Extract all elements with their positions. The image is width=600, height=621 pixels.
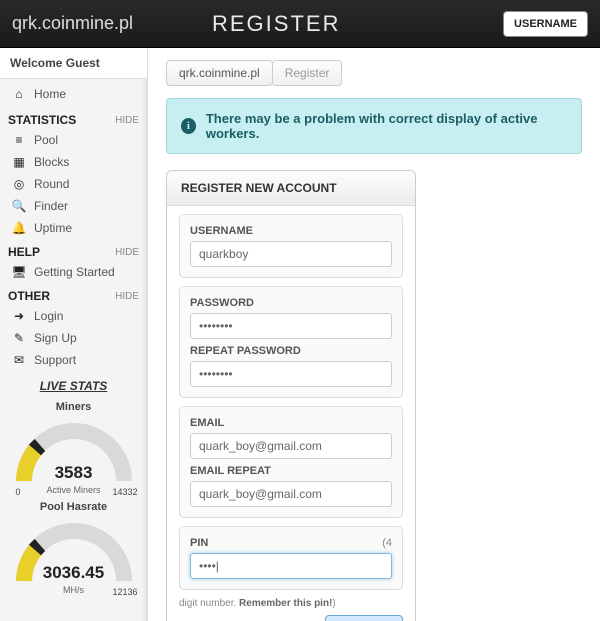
sidebar-item-support[interactable]: ✉ Support (0, 349, 147, 371)
live-stats-heading: LIVE STATS (0, 371, 147, 397)
field-label: EMAIL REPEAT (190, 465, 392, 477)
page-heading: REGISTER (212, 11, 503, 37)
hide-toggle[interactable]: HIDE (115, 115, 139, 126)
section-help[interactable]: HELP HIDE (0, 239, 147, 261)
hint-pre: digit number. (179, 598, 239, 609)
email-repeat-input[interactable] (190, 481, 392, 507)
sidebar-item-label: Support (34, 353, 76, 367)
field-label: USERNAME (190, 225, 392, 237)
field-label: EMAIL (190, 417, 392, 429)
list-icon: ≡ (12, 133, 26, 147)
gauge-hashrate-title: Pool Hasrate (0, 497, 147, 515)
field-label: REPEAT PASSWORD (190, 345, 392, 357)
register-button[interactable]: Register (325, 615, 403, 621)
pin-side: (4 (382, 537, 392, 549)
sidebar: Welcome Guest ⌂ Home STATISTICS HIDE ≡ Po… (0, 48, 148, 621)
target-icon: ◎ (12, 177, 26, 191)
email-input[interactable] (190, 433, 392, 459)
bell-icon: 🔔 (12, 221, 26, 235)
register-card: REGISTER NEW ACCOUNT USERNAME PASSWORD R… (166, 170, 416, 621)
sidebar-item-home[interactable]: ⌂ Home (0, 79, 147, 107)
sidebar-item-label: Blocks (34, 155, 69, 169)
gauge-hashrate: 3036.45 MH/s 12136 (10, 517, 138, 591)
field-label: PASSWORD (190, 297, 392, 309)
gauge-value: 3036.45 (10, 563, 138, 583)
welcome-text: Welcome Guest (0, 48, 147, 79)
username-button[interactable]: USERNAME (503, 11, 588, 37)
breadcrumb-current: Register (272, 60, 343, 86)
field-group-pin: PIN (4 (179, 526, 403, 590)
monitor-icon: 🖥 (12, 265, 26, 279)
app-header: qrk.coinmine.pl REGISTER USERNAME (0, 0, 600, 48)
hint-post: ) (332, 598, 335, 609)
sidebar-item-uptime[interactable]: 🔔 Uptime (0, 217, 147, 239)
hide-toggle[interactable]: HIDE (115, 247, 139, 258)
gauge-hi: 12136 (112, 587, 137, 597)
sidebar-item-signup[interactable]: ✎ Sign Up (0, 327, 147, 349)
sidebar-item-label: Sign Up (34, 331, 77, 345)
sidebar-item-pool[interactable]: ≡ Pool (0, 129, 147, 151)
card-title: REGISTER NEW ACCOUNT (167, 171, 415, 206)
home-icon: ⌂ (12, 87, 26, 101)
sidebar-item-label: Round (34, 177, 69, 191)
section-statistics[interactable]: STATISTICS HIDE (0, 107, 147, 129)
field-group-username: USERNAME (179, 214, 403, 278)
gauge-value: 3583 (10, 463, 138, 483)
gauge-miners-title: Miners (0, 397, 147, 415)
gauge-miners: 3583 Active Miners 0 14332 (10, 417, 138, 491)
breadcrumb-root[interactable]: qrk.coinmine.pl (166, 60, 273, 86)
sidebar-item-blocks[interactable]: ▦ Blocks (0, 151, 147, 173)
section-title: OTHER (8, 289, 50, 303)
sidebar-item-finder[interactable]: 🔍 Finder (0, 195, 147, 217)
login-icon: ➜ (12, 309, 26, 323)
hide-toggle[interactable]: HIDE (115, 291, 139, 302)
mail-icon: ✉ (12, 353, 26, 367)
sidebar-item-getting-started[interactable]: 🖥 Getting Started (0, 261, 147, 283)
field-label: PIN (4 (190, 537, 392, 549)
username-input[interactable] (190, 241, 392, 267)
site-title: qrk.coinmine.pl (12, 13, 212, 34)
search-icon: 🔍 (12, 199, 26, 213)
field-group-email: EMAIL EMAIL REPEAT (179, 406, 403, 518)
pin-input[interactable] (190, 553, 392, 579)
pin-label: PIN (190, 537, 208, 549)
info-icon: i (181, 118, 196, 134)
field-group-password: PASSWORD REPEAT PASSWORD (179, 286, 403, 398)
sidebar-item-round[interactable]: ◎ Round (0, 173, 147, 195)
breadcrumb: qrk.coinmine.pl Register (166, 60, 582, 86)
info-banner: i There may be a problem with correct di… (166, 98, 582, 154)
sidebar-item-label: Pool (34, 133, 58, 147)
sidebar-item-label: Finder (34, 199, 68, 213)
repeat-password-input[interactable] (190, 361, 392, 387)
banner-text: There may be a problem with correct disp… (206, 111, 567, 141)
pin-hint: digit number. Remember this pin!) (179, 598, 403, 609)
section-title: HELP (8, 245, 40, 259)
sidebar-item-login[interactable]: ➜ Login (0, 305, 147, 327)
sidebar-item-label: Getting Started (34, 265, 115, 279)
sidebar-item-label: Home (34, 87, 66, 101)
sidebar-item-label: Uptime (34, 221, 72, 235)
main-content: qrk.coinmine.pl Register i There may be … (148, 48, 600, 621)
pencil-icon: ✎ (12, 331, 26, 345)
password-input[interactable] (190, 313, 392, 339)
section-other[interactable]: OTHER HIDE (0, 283, 147, 305)
gauge-lo: 0 (16, 487, 21, 497)
sidebar-item-label: Login (34, 309, 63, 323)
section-title: STATISTICS (8, 113, 76, 127)
grid-icon: ▦ (12, 155, 26, 169)
hint-bold: Remember this pin! (239, 598, 332, 609)
gauge-hi: 14332 (112, 487, 137, 497)
